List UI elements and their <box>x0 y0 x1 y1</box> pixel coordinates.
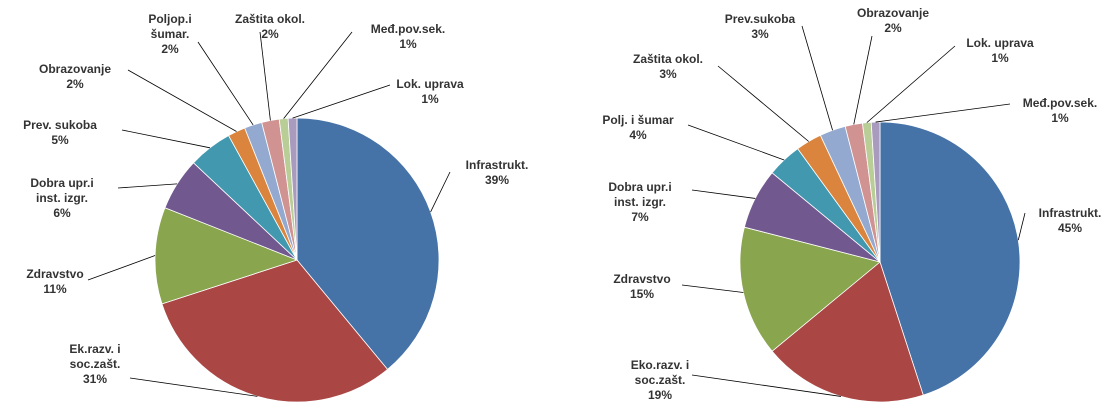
slice-label: Infrastrukt. 39% <box>466 158 529 188</box>
leader-line <box>717 65 809 142</box>
leader-line <box>259 31 271 121</box>
category-label: Infrastrukt. <box>465 158 529 172</box>
value-label: 1% <box>399 37 417 51</box>
leader-line <box>681 284 744 293</box>
category-label: Zaštita okol. <box>234 12 306 26</box>
category-label: Eko.razv. i soc.zašt. <box>630 358 690 387</box>
leader-line <box>117 183 178 189</box>
value-label: 4% <box>629 128 647 142</box>
leader-line <box>853 35 873 125</box>
slice-label: Zdravstvo 11% <box>26 267 83 297</box>
value-label: 31% <box>82 372 108 386</box>
slice-label: Međ.pov.sek. 1% <box>371 22 445 52</box>
leader-line <box>129 377 258 397</box>
leader-line <box>687 124 785 161</box>
slice-label: Polj. i šumar 4% <box>602 113 673 143</box>
category-label: Obrazovanje <box>856 6 930 20</box>
leader-line <box>691 189 756 199</box>
category-label: Zdravstvo <box>26 267 84 281</box>
leader-line <box>866 45 956 123</box>
pie-slice <box>771 261 924 403</box>
category-label: Zdravstvo <box>613 272 671 286</box>
category-label: Polj. i šumar <box>602 113 674 127</box>
slice-label: Lok. uprava 1% <box>966 36 1033 66</box>
leader-line <box>1017 212 1026 241</box>
leader-line <box>127 69 237 132</box>
category-label: Dobra upr.i inst. izgr. <box>608 180 672 209</box>
category-label: Poljop.i šumar. <box>148 12 192 41</box>
slice-label: Obrazovanje 2% <box>39 62 111 92</box>
value-label: 2% <box>261 27 279 41</box>
value-label: 2% <box>161 42 179 56</box>
leader-line <box>691 374 841 397</box>
category-label: Prev. sukoba <box>23 118 97 132</box>
category-label: Zaštita okol. <box>632 52 704 66</box>
value-label: 3% <box>751 27 769 41</box>
slice-label: Prev.sukoba 3% <box>725 12 795 42</box>
value-label: 1% <box>1051 111 1069 125</box>
value-label: 19% <box>647 388 673 402</box>
value-label: 6% <box>53 206 71 220</box>
leader-line <box>430 171 451 213</box>
category-label: Međ.pov.sek. <box>1022 96 1098 110</box>
pie-slice <box>870 121 881 263</box>
category-label: Infrastrukt. <box>1038 206 1102 220</box>
slice-label: Dobra upr.i inst. izgr. 7% <box>608 180 671 225</box>
slice-label: Obrazovanje 2% <box>857 6 929 36</box>
slice-label: Dobra upr.i inst. izgr. 6% <box>30 176 93 221</box>
value-label: 1% <box>991 51 1009 65</box>
value-label: 3% <box>659 67 677 81</box>
category-label: Međ.pov.sek. <box>370 22 446 36</box>
slice-label: Zaštita okol. 2% <box>235 12 305 42</box>
category-label: Lok. uprava <box>396 77 464 91</box>
value-label: 15% <box>629 287 655 301</box>
value-label: 11% <box>43 282 67 296</box>
slice-label: Lok. uprava 1% <box>396 77 463 107</box>
category-label: Ek.razv. i soc.zašt. <box>69 342 121 371</box>
leader-line <box>87 255 156 281</box>
leader-line <box>875 103 1011 123</box>
value-label: 2% <box>66 77 84 91</box>
value-label: 1% <box>421 92 439 106</box>
pie-slice <box>296 117 440 370</box>
slice-label: Infrastrukt. 45% <box>1039 206 1102 236</box>
pie-slice <box>154 207 299 305</box>
leader-line <box>197 41 254 126</box>
value-label: 2% <box>884 21 902 35</box>
slice-label: Poljop.i šumar. 2% <box>148 12 191 57</box>
slice-label: Zaštita okol. 3% <box>633 52 703 82</box>
slice-label: Ek.razv. i soc.zašt. 31% <box>69 342 120 387</box>
slice-label: Zdravstvo 15% <box>613 272 670 302</box>
value-label: 45% <box>1057 221 1083 235</box>
value-label: 39% <box>484 173 510 187</box>
slice-label: Prev. sukoba 5% <box>23 118 97 148</box>
leader-line <box>283 31 353 119</box>
category-label: Dobra upr.i inst. izgr. <box>30 176 94 205</box>
pie-slice <box>879 121 1021 396</box>
leader-line <box>292 84 391 119</box>
leader-line <box>801 25 833 131</box>
slice-label: Međ.pov.sek. 1% <box>1023 96 1097 126</box>
value-label: 7% <box>631 210 649 224</box>
category-label: Obrazovanje <box>38 62 112 76</box>
value-label: 5% <box>51 133 69 147</box>
category-label: Lok. uprava <box>966 36 1034 50</box>
slice-label: Eko.razv. i soc.zašt. 19% <box>631 358 689 403</box>
category-label: Prev.sukoba <box>724 12 796 26</box>
leader-line <box>121 129 211 149</box>
